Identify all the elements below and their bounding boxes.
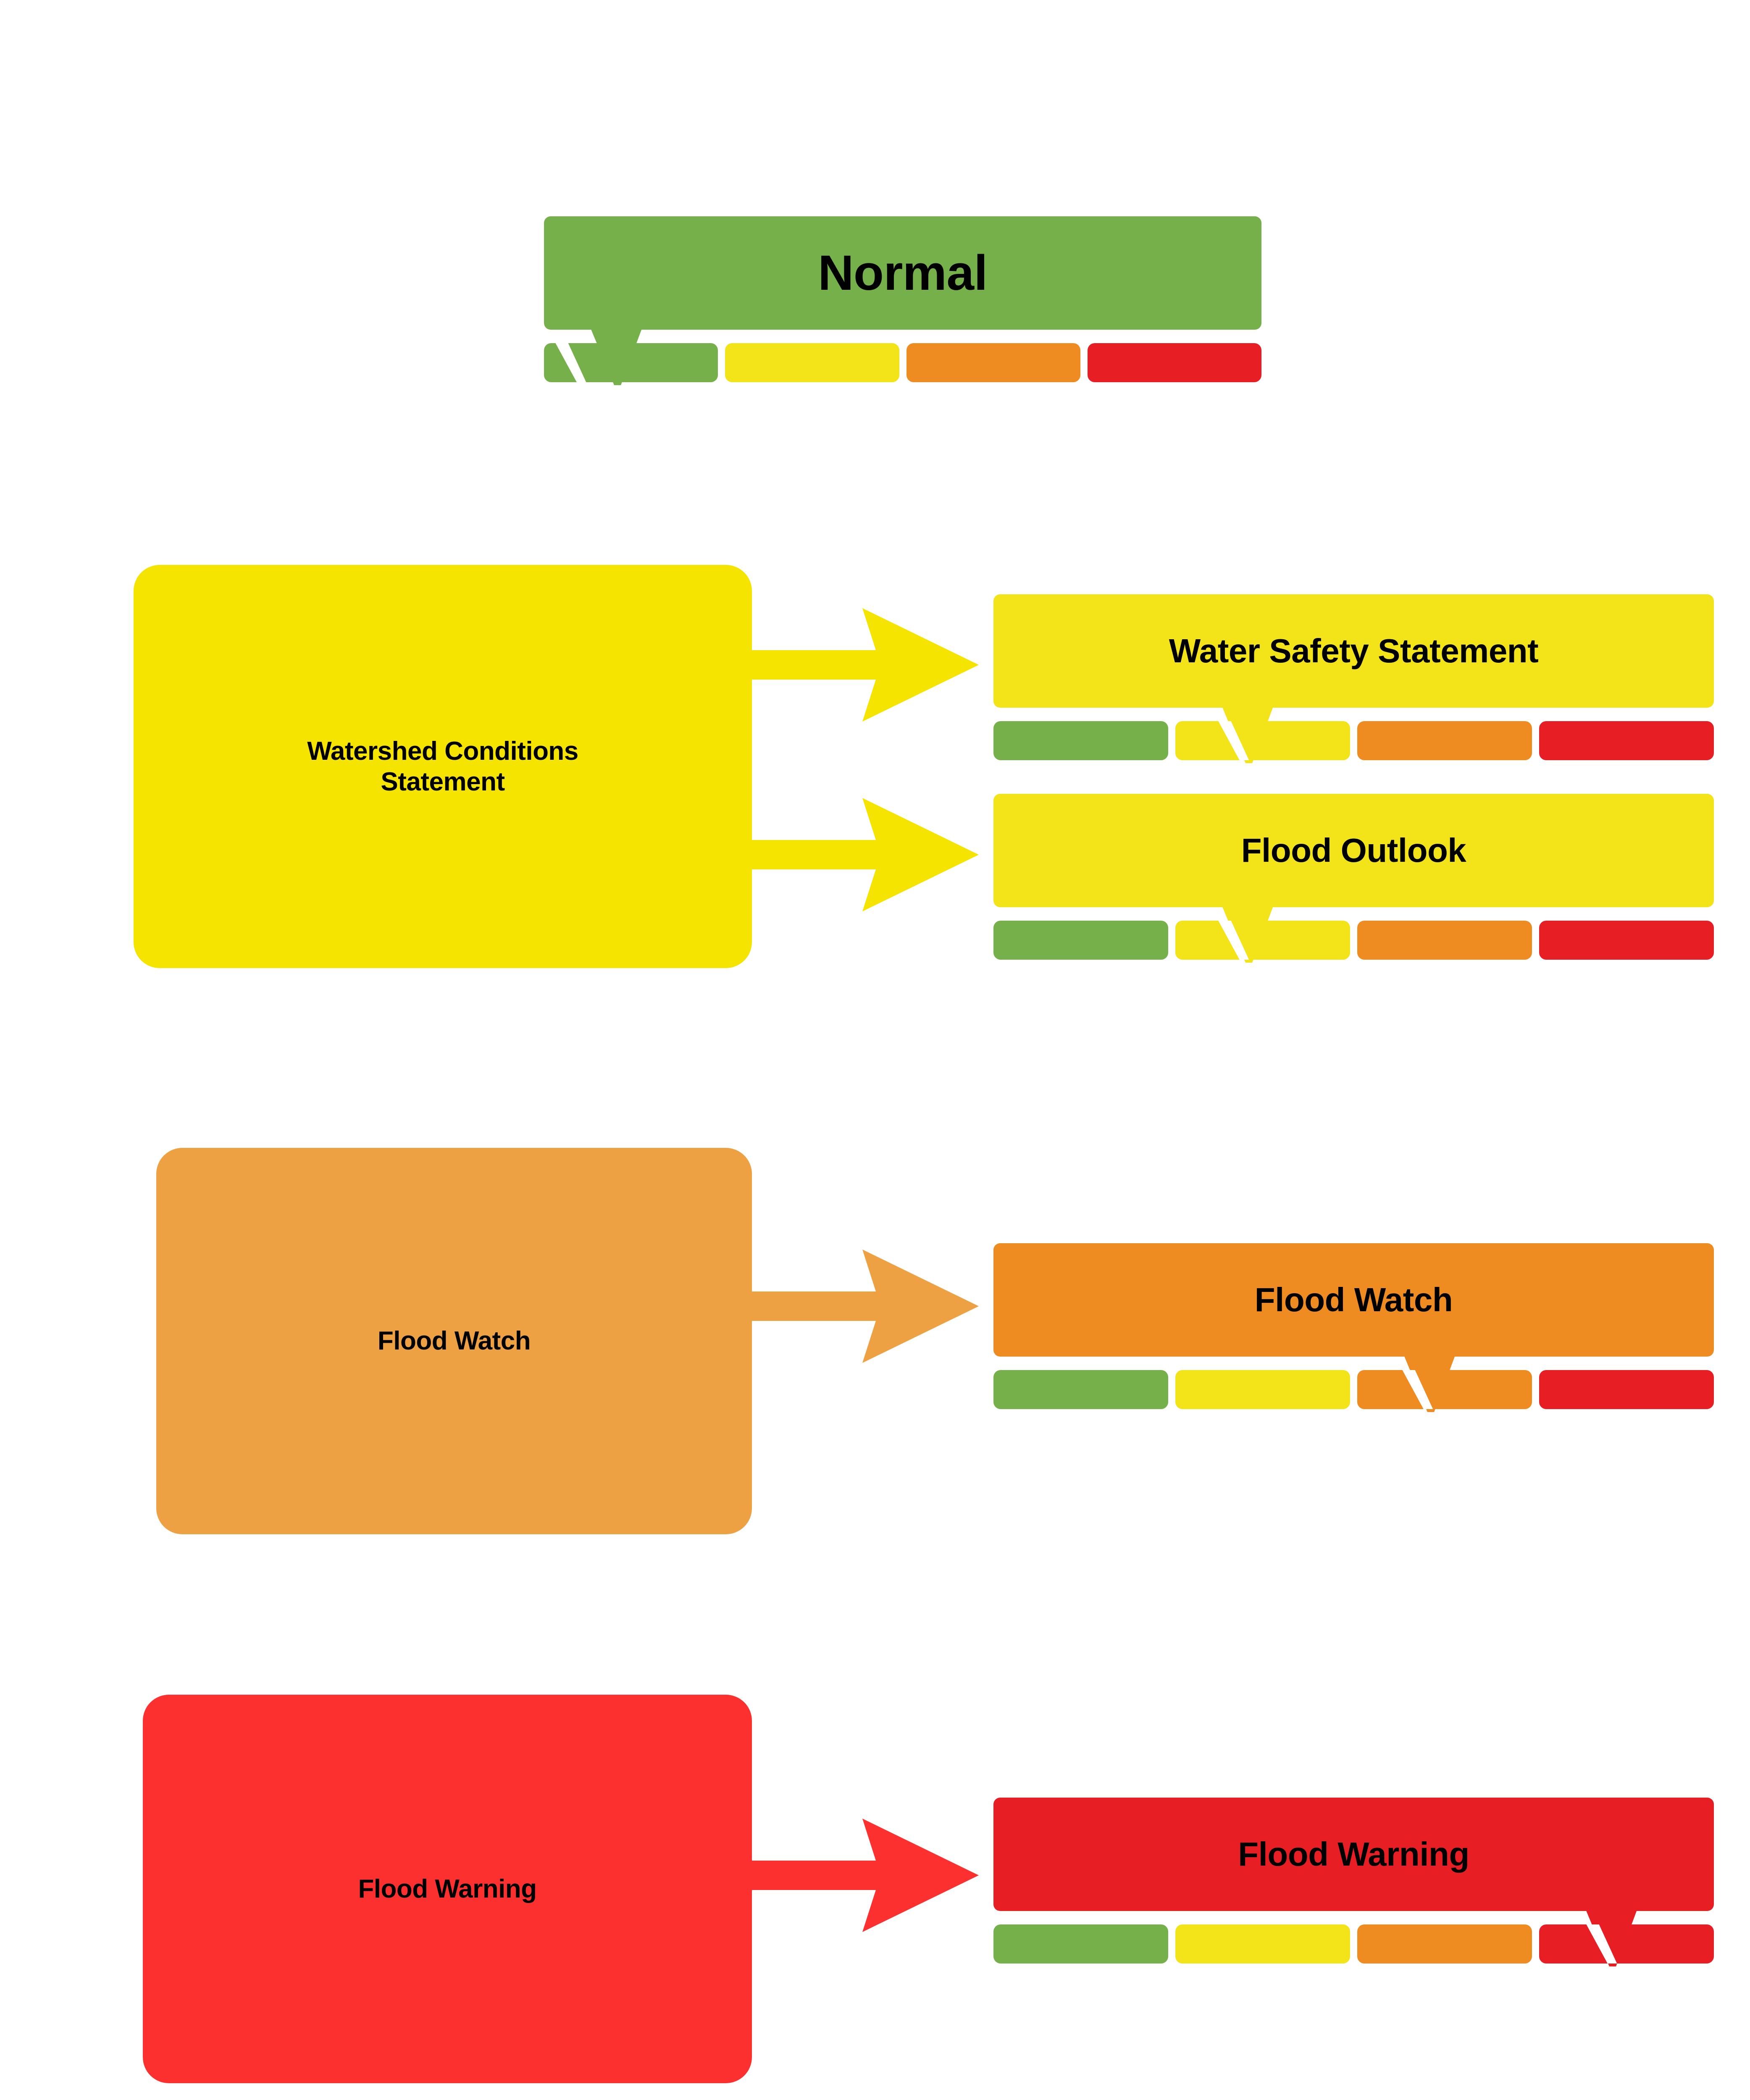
flood-outlook-banner: Flood Outlook [993,794,1714,907]
arrow-to-flood-warning [750,1819,979,1932]
severity-segment-green[interactable] [544,343,718,382]
severity-segment-yellow[interactable] [1175,921,1350,960]
severity-segment-yellow[interactable] [725,343,899,382]
flood-warning-banner: Flood Warning [993,1798,1714,1911]
arrow-to-water-safety-statement [750,608,979,722]
severity-segment-red[interactable] [1539,1370,1714,1409]
flood-watch-banner: Flood Watch [993,1243,1714,1357]
callout-normal: Normal [544,216,1261,385]
segment-notch-cut [544,343,718,382]
flood-outlook-severity-bar [993,921,1714,960]
normal-severity-bar [544,343,1261,382]
severity-segment-red[interactable] [1539,921,1714,960]
severity-segment-green[interactable] [993,1370,1168,1409]
source-box-flood-warning[interactable]: Flood Warning [143,1695,752,2083]
flood-warning-label: Flood Warning [1238,1835,1469,1873]
water-safety-statement-severity-bar [993,721,1714,760]
severity-segment-green[interactable] [993,921,1168,960]
segment-notch-cut [1175,921,1350,960]
severity-segment-yellow[interactable] [1175,721,1350,760]
severity-segment-yellow[interactable] [1175,1370,1350,1409]
source-box-flood-watch[interactable]: Flood Watch [156,1148,752,1534]
severity-segment-yellow[interactable] [1175,1924,1350,1964]
flood-warning-severity-bar [993,1924,1714,1964]
flood-watch-severity-bar [993,1370,1714,1409]
severity-segment-orange[interactable] [1357,921,1532,960]
source-box-watershed-conditions-statement[interactable]: Watershed Conditions Statement [134,565,752,968]
callout-flood-warning: Flood Warning [993,1798,1714,1966]
callout-water-safety-statement: Water Safety Statement [993,594,1714,763]
severity-segment-orange[interactable] [1357,1370,1532,1409]
arrow-to-flood-watch [750,1250,979,1363]
normal-banner: Normal [544,216,1261,330]
source-box-label: Flood Warning [358,1874,537,1903]
source-box-label: Watershed Conditions Statement [307,736,578,796]
severity-segment-orange[interactable] [1357,1924,1532,1964]
severity-segment-orange[interactable] [906,343,1080,382]
callout-flood-outlook: Flood Outlook [993,794,1714,963]
severity-segment-green[interactable] [993,721,1168,760]
severity-segment-red[interactable] [1539,721,1714,760]
segment-notch-cut [1175,721,1350,760]
source-box-label: Flood Watch [377,1326,531,1356]
water-safety-statement-label: Water Safety Statement [1169,632,1539,669]
segment-notch-cut [1357,1370,1532,1409]
flood-watch-label: Flood Watch [1254,1281,1453,1318]
severity-segment-orange[interactable] [1357,721,1532,760]
severity-segment-green[interactable] [993,1924,1168,1964]
normal-banner-label: Normal [818,245,988,301]
callout-flood-watch: Flood Watch [993,1243,1714,1412]
arrow-to-flood-outlook [750,798,979,911]
water-safety-statement-banner: Water Safety Statement [993,594,1714,708]
flood-outlook-label: Flood Outlook [1241,832,1466,869]
severity-segment-red[interactable] [1087,343,1261,382]
segment-notch-cut [1539,1924,1714,1964]
severity-segment-red[interactable] [1539,1924,1714,1964]
